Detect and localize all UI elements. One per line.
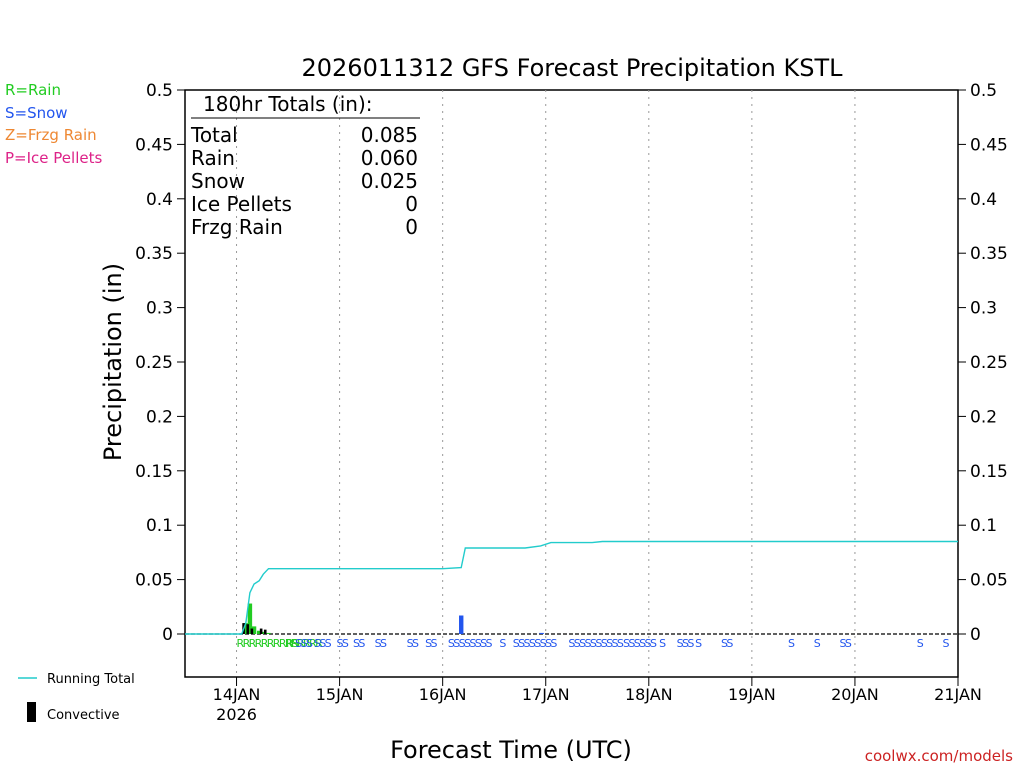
y-tick-label-right: 0.3	[970, 299, 997, 319]
precip-type-marker: SSSSSS	[623, 637, 657, 650]
precip-type-marker: S	[943, 637, 950, 650]
y-tick-label-left: 0.15	[135, 462, 173, 482]
precip-type-marker: SSS	[314, 637, 332, 650]
legend-rain: R=Rain	[5, 81, 61, 99]
totals-row-value: 0.085	[361, 123, 418, 147]
y-tick-label-left: 0.5	[146, 81, 173, 101]
x-tick-label: 20JAN	[831, 685, 879, 704]
x-tick-label: 15JAN	[316, 685, 364, 704]
credit-text: coolwx.com/models	[865, 747, 1013, 765]
x-tick-label: 14JAN	[213, 685, 261, 704]
legend-ice-pellets: P=Ice Pellets	[5, 149, 103, 167]
precip-type-marker: SSS	[677, 637, 695, 650]
precip-type-marker: S	[917, 637, 924, 650]
precip-type-marker: RRRRRRRRRRRRRR	[237, 637, 324, 650]
totals-row-value: 0	[405, 192, 418, 216]
totals-row-label: Frzg Rain	[191, 215, 283, 239]
precip-bar	[261, 631, 266, 634]
legend-freezing-rain: Z=Frzg Rain	[5, 126, 97, 144]
x-tick-label: 16JAN	[419, 685, 467, 704]
y-tick-label-right: 0	[970, 625, 981, 645]
precip-type-marker: SSSSSSSS	[448, 637, 493, 650]
x-tick-label: 17JAN	[522, 685, 570, 704]
y-tick-label-right: 0.05	[970, 571, 1008, 591]
precip-type-marker: RS	[286, 637, 299, 650]
convective-bar	[246, 624, 250, 634]
y-tick-label-right: 0.15	[970, 462, 1008, 482]
precip-type-marker: SS	[337, 637, 349, 650]
totals-row-label: Total	[190, 123, 238, 147]
y-tick-label-right: 0.1	[970, 516, 997, 536]
precip-bar	[539, 632, 544, 634]
y-axis-label: Precipitation (in)	[99, 263, 127, 461]
x-tick-label: 18JAN	[625, 685, 673, 704]
precip-type-marker: SS	[721, 637, 733, 650]
x-tick-label: 21JAN	[934, 685, 982, 704]
y-tick-label-left: 0.25	[135, 353, 173, 373]
precip-type-marker: S	[659, 637, 666, 650]
y-tick-label-right: 0.5	[970, 81, 997, 101]
precip-type-marker: S	[499, 637, 506, 650]
y-tick-label-left: 0.1	[146, 516, 173, 536]
precip-type-marker: SS	[353, 637, 365, 650]
totals-header: 180hr Totals (in):	[203, 92, 373, 116]
legend-snow: S=Snow	[5, 104, 68, 122]
legend-running-total: Running Total	[47, 672, 135, 687]
y-tick-label-left: 0.05	[135, 571, 173, 591]
y-axis-right: 0 0.05 0.1 0.15 0.2 0.25 0.3 0.35 0.4 0.45 0.5	[958, 81, 1008, 645]
totals-row-value: 0.025	[361, 169, 418, 193]
y-tick-label-right: 0.35	[970, 244, 1008, 264]
precip-bar	[459, 615, 464, 634]
x-axis-label: Forecast Time (UTC)	[390, 736, 632, 764]
running-total-line	[185, 540, 958, 635]
precip-bar	[243, 623, 249, 634]
precip-type-marker: SS	[407, 637, 419, 650]
y-tick-label-left: 0.4	[146, 190, 173, 210]
y-tick-label-left: 0.35	[135, 244, 173, 264]
x-tick-sublabel: 2026	[216, 705, 257, 724]
totals-row-label: Snow	[191, 169, 245, 193]
precip-type-marker: S	[814, 637, 821, 650]
y-tick-label-right: 0.45	[970, 135, 1008, 155]
y-tick-label-right: 0.2	[970, 407, 997, 427]
x-tick-label: 19JAN	[728, 685, 776, 704]
legend-convective-swatch	[27, 702, 36, 722]
totals-row-label: Rain	[191, 146, 235, 170]
y-tick-label-left: 0.45	[135, 135, 173, 155]
precip-type-marker: SS	[839, 637, 851, 650]
convective-bar	[250, 628, 254, 634]
precip-bar	[251, 626, 257, 634]
y-tick-label-left: 0	[162, 625, 173, 645]
precip-bars	[243, 603, 544, 634]
convective-bar	[263, 629, 267, 634]
y-tick-label-left: 0.3	[146, 299, 173, 319]
precip-bar	[257, 630, 262, 634]
y-tick-label-right: 0.25	[970, 353, 1008, 373]
totals-row-value: 0.060	[361, 146, 418, 170]
precip-type-marker: S	[695, 637, 702, 650]
precip-type-marker: SS	[375, 637, 387, 650]
plot-frame	[184, 89, 959, 678]
gridlines	[185, 90, 958, 677]
precip-bar	[247, 603, 253, 634]
precip-bar	[266, 632, 271, 634]
totals-box: 180hr Totals (in): Total 0.085 Rain 0.060 Sn…	[190, 92, 420, 239]
precip-type-marker: SSSSSSSS	[513, 637, 558, 650]
chart-title: 2026011312 GFS Forecast Precipitation KS…	[302, 54, 844, 82]
totals-row-label: Ice Pellets	[191, 192, 292, 216]
precip-type-marker: S	[788, 637, 795, 650]
y-tick-label-right: 0.4	[970, 190, 997, 210]
legend-convective: Convective	[47, 708, 120, 723]
precip-type-marker: SSSSSSSSSS	[568, 637, 623, 650]
precip-type-marker: SSS	[295, 637, 313, 650]
totals-row-value: 0	[405, 215, 418, 239]
y-tick-label-left: 0.2	[146, 407, 173, 427]
y-axis-left: 0 0.05 0.1 0.15 0.2 0.25 0.3 0.35 0.4 0.45 0.5	[135, 81, 185, 645]
convective-bar	[259, 628, 263, 634]
precip-type-marker: SS	[425, 637, 437, 650]
